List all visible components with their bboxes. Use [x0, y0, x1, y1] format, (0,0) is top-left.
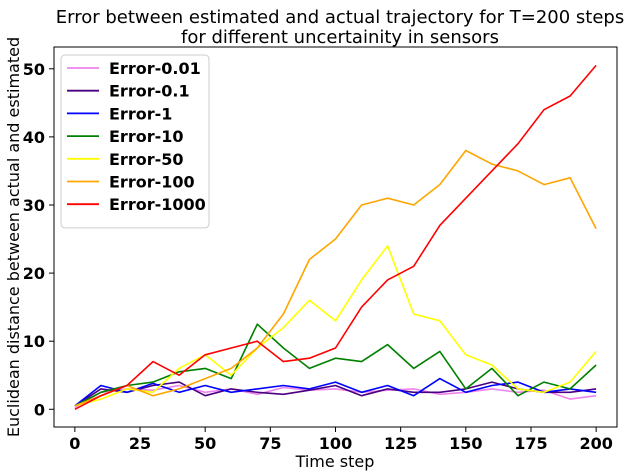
y-axis-label: Euclidean distance between actual and es… — [4, 37, 23, 437]
series-line-1 — [74, 384, 597, 408]
legend: Error-0.01 Error-0.1 Error-1 Error-10 Error-… — [60, 54, 210, 229]
legend-label: Error-0.01 — [109, 59, 201, 78]
legend-label: Error-1000 — [109, 195, 206, 214]
x-tick-label: 175 — [514, 434, 547, 453]
legend-label: Error-1 — [109, 104, 172, 123]
x-axis-label: Time step — [295, 452, 375, 471]
legend-box — [60, 54, 210, 229]
y-tick-label: 20 — [23, 264, 45, 283]
series-line-2 — [74, 381, 597, 407]
y-tick-label: 40 — [23, 128, 45, 147]
chart-title: Error between estimated and actual traje… — [56, 7, 625, 28]
series-line-6 — [74, 149, 597, 407]
legend-label: Error-0.1 — [109, 82, 190, 101]
x-tick-label: 50 — [194, 434, 216, 453]
x-tick-label: 75 — [259, 434, 281, 453]
y-tick-label: 0 — [34, 400, 45, 419]
series-line-3 — [74, 377, 597, 407]
y-tick-label: 10 — [23, 332, 45, 351]
y-tick-label: 30 — [23, 196, 45, 215]
series-line-7 — [74, 64, 597, 411]
legend-label: Error-10 — [109, 127, 184, 146]
y-tick-label: 50 — [23, 60, 45, 79]
legend-label: Error-50 — [109, 150, 184, 169]
x-tick-label: 0 — [69, 434, 80, 453]
x-tick-label: 200 — [579, 434, 612, 453]
series-line-5 — [74, 245, 597, 407]
legend-label: Error-100 — [109, 173, 195, 192]
x-tick-label: 25 — [129, 434, 151, 453]
x-tick-label: 125 — [384, 434, 417, 453]
series-lines — [74, 64, 597, 411]
series-line-4 — [74, 323, 597, 407]
x-tick-label: 150 — [449, 434, 482, 453]
y-axis: 0 10 20 30 40 50 — [23, 60, 54, 419]
chart-subtitle: for different uncertainity in sensors — [181, 27, 499, 48]
x-axis: 0 25 50 75 100 125 150 175 200 — [69, 427, 613, 453]
x-tick-label: 100 — [319, 434, 352, 453]
